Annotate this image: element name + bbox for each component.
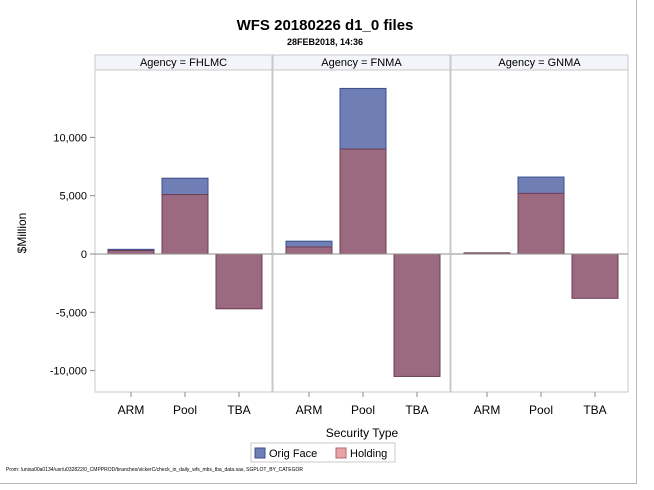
footnote: Prom: /unixa00a0134/usr/u032822/0_CMPPRO…: [6, 467, 303, 473]
x-axis-label: Security Type: [326, 426, 399, 440]
panel-header-label: Agency = FHLMC: [140, 57, 227, 69]
y-tick-label: -5,000: [56, 307, 87, 319]
bar-group-pool: [161, 177, 209, 255]
legend: Orig Face Holding: [250, 442, 396, 463]
x-tick-label: TBA: [227, 403, 250, 417]
panel-1: Agency = FNMA ARM Pool TBA: [272, 54, 451, 417]
y-tick-label: 5,000: [59, 191, 87, 203]
bar-group-pool: [517, 176, 565, 255]
bar-holding: [393, 253, 441, 377]
bar-group-arm: [107, 248, 155, 255]
legend-box: [250, 442, 396, 463]
bar-group-arm: [285, 240, 333, 255]
chart-subtitle: 28FEB2018, 14:36: [287, 37, 363, 47]
panel-header-label: Agency = GNMA: [498, 57, 581, 69]
graph-frame: [0, 0, 637, 484]
x-tick-label: ARM: [296, 403, 323, 417]
y-tick-label: 10,000: [53, 132, 87, 144]
y-axis-label: $Million: [15, 213, 29, 254]
bar-holding: [107, 250, 155, 255]
bar-holding: [339, 148, 387, 255]
bar-holding: [571, 253, 619, 299]
x-tick-label: TBA: [405, 403, 428, 417]
x-tick-label: TBA: [583, 403, 606, 417]
legend-label: Holding: [350, 448, 387, 460]
panel-2: Agency = GNMA ARM Pool TBA: [450, 54, 629, 417]
panel-header-label: Agency = FNMA: [321, 57, 402, 69]
x-tick-label: Pool: [351, 403, 375, 417]
bar-holding: [517, 192, 565, 255]
x-tick-label: Pool: [173, 403, 197, 417]
bar-group-tba: [215, 253, 263, 310]
legend-swatch: [335, 447, 347, 459]
y-tick-label: -10,000: [50, 366, 87, 378]
panel-0: Agency = FHLMC ARM Pool TBA: [94, 54, 273, 417]
x-tick-label: Pool: [529, 403, 553, 417]
chart-title: WFS 20180226 d1_0 files: [237, 17, 414, 34]
bar-group-tba: [393, 253, 441, 377]
x-tick-label: ARM: [474, 403, 501, 417]
legend-swatch: [254, 447, 266, 459]
y-tick-label: 0: [81, 249, 87, 261]
bar-holding: [285, 246, 333, 255]
bar-holding: [215, 253, 263, 310]
bar-group-tba: [571, 253, 619, 299]
bar-group-pool: [339, 87, 387, 255]
x-tick-label: ARM: [118, 403, 145, 417]
legend-label: Orig Face: [269, 448, 317, 460]
bar-holding: [161, 194, 209, 255]
